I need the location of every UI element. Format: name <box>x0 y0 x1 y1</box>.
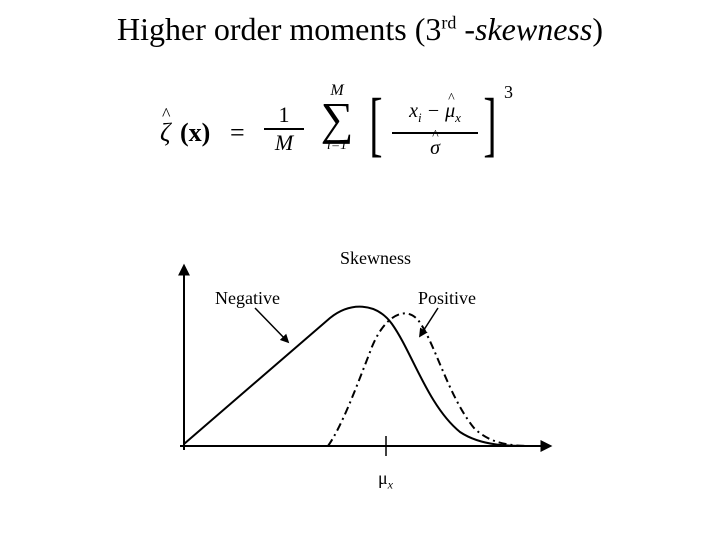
zeta-hat: ^ ζ <box>160 118 171 148</box>
left-bracket: [ <box>369 88 382 160</box>
title-suffix-space: - <box>456 11 475 47</box>
frac-num: 1 <box>264 104 304 126</box>
chart-svg <box>160 256 560 486</box>
summation: M ∑ i=1 <box>310 84 364 152</box>
equals-sign: = <box>230 118 245 148</box>
skewness-chart: Skewness Negative Positive μx <box>160 256 560 486</box>
minus-sign: − <box>422 100 446 122</box>
title-close: ) <box>592 11 603 47</box>
page-title: Higher order moments (3rd -skewness) <box>0 12 720 47</box>
inner-fraction: xi − ^μx ^σ <box>392 100 478 159</box>
sigma-symbol: ∑ <box>310 98 364 140</box>
right-bracket: ] <box>483 88 496 160</box>
sigma-hat: ^σ <box>430 137 440 159</box>
sum-lower: i=1 <box>310 140 364 152</box>
xi-var: x <box>409 100 418 122</box>
inner-den: ^σ <box>392 137 478 159</box>
one-over-m: 1 M <box>264 104 304 154</box>
title-sup: rd <box>441 12 456 32</box>
slide-root: Higher order moments (3rd -skewness) ^ ζ… <box>0 0 720 540</box>
title-italic: skewness <box>475 11 592 47</box>
formula-block: ^ ζ (x) = 1 M M ∑ i=1 [ xi − ^μx ^σ <box>160 86 560 186</box>
mu-sub: x <box>455 110 461 125</box>
frac-den: M <box>264 132 304 154</box>
mu-hat: ^μ <box>445 100 455 122</box>
exponent-3: 3 <box>504 82 513 103</box>
hat-char: ^ <box>162 104 170 125</box>
title-prefix: Higher order moments (3 <box>117 11 441 47</box>
sigma-hat-char: ^ <box>432 125 439 147</box>
lhs-arg: (x) <box>180 118 210 148</box>
mu-hat-char: ^ <box>448 88 455 110</box>
